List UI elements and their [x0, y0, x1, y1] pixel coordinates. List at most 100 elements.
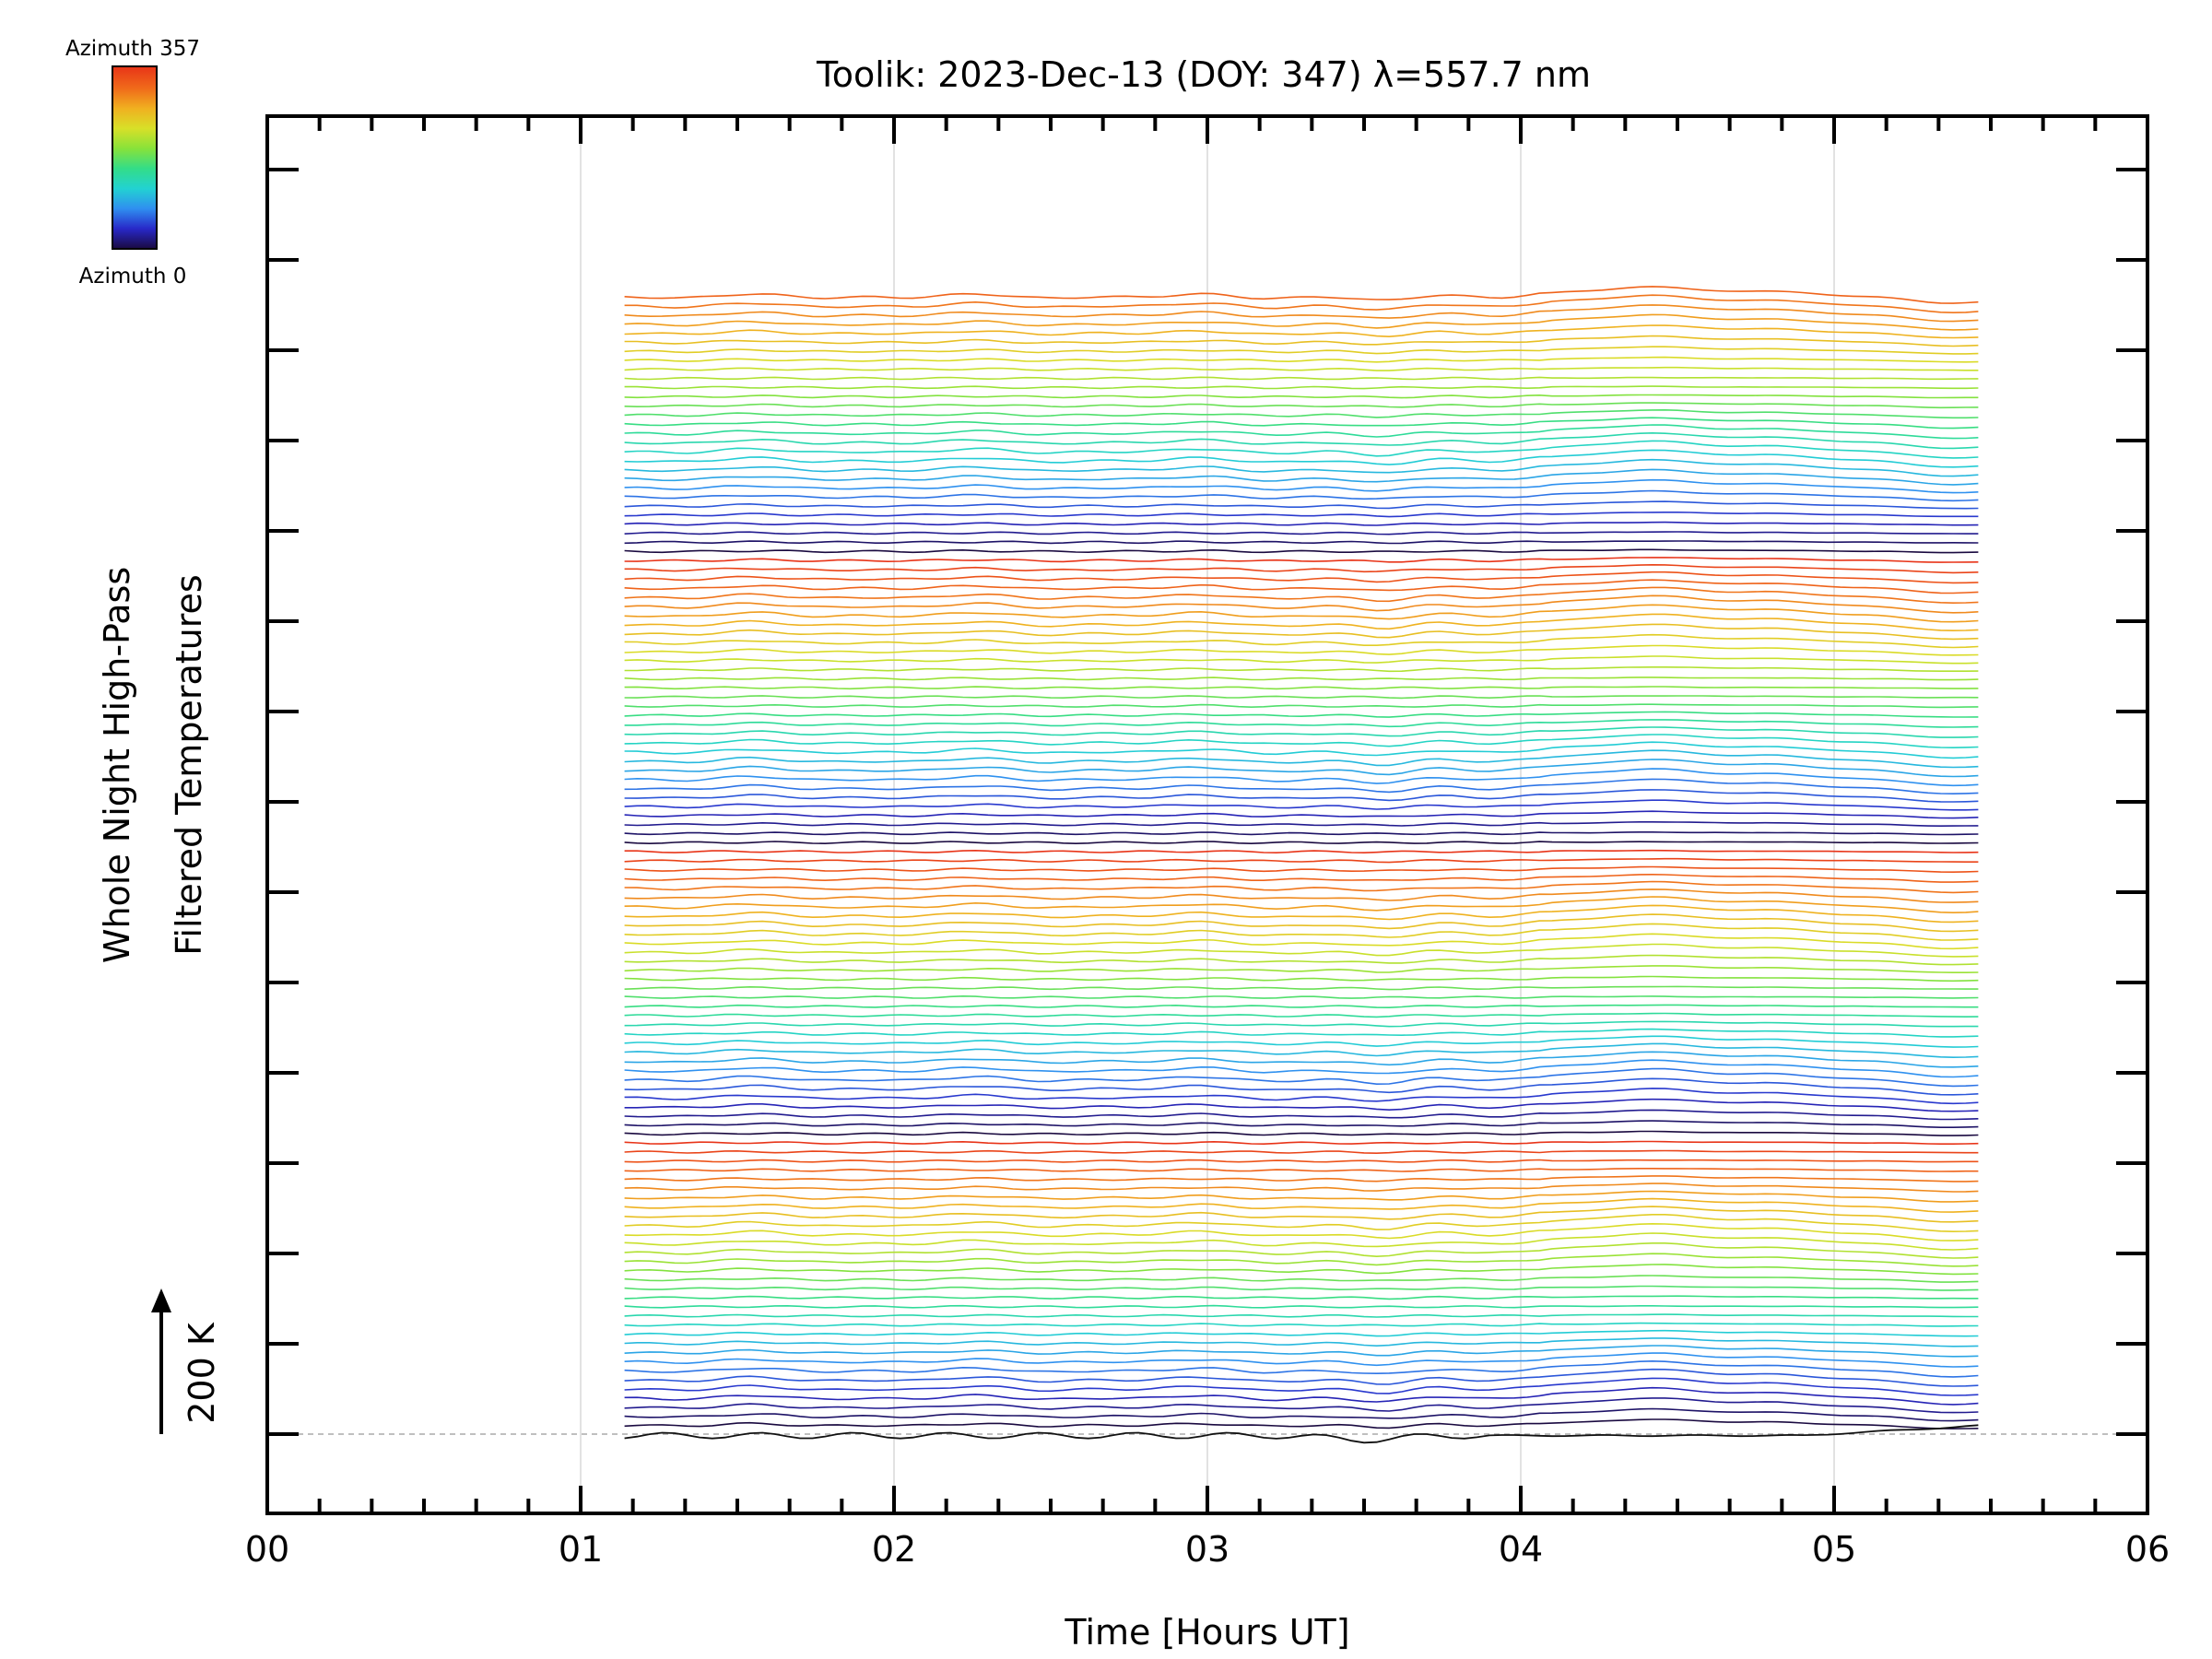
trace-line	[624, 1242, 1979, 1259]
trace-line	[624, 741, 1979, 759]
trace-line	[624, 759, 1979, 778]
trace-line	[624, 719, 1979, 728]
trace-line	[624, 975, 1979, 982]
trace-line	[624, 1012, 1979, 1018]
trace-line	[624, 458, 1979, 477]
trace-line	[624, 304, 1979, 323]
trace-line	[624, 424, 1979, 440]
trace-line	[624, 1253, 1979, 1267]
trace-line	[624, 1004, 1979, 1009]
trace-line	[624, 1149, 1979, 1155]
trace-line	[624, 888, 1979, 903]
trace-line	[624, 1206, 1979, 1223]
trace-line	[624, 286, 1979, 304]
trace-line	[624, 734, 1979, 749]
trace-line	[624, 1264, 1979, 1276]
trace-line	[624, 313, 1979, 331]
trace-line	[624, 686, 1979, 690]
trace-line	[624, 1214, 1979, 1233]
trace-line	[624, 512, 1979, 518]
trace-line	[624, 655, 1979, 665]
trace-line	[624, 346, 1979, 355]
trace-line	[624, 703, 1979, 709]
trace-line	[624, 1397, 1979, 1414]
trace-line	[624, 1313, 1979, 1318]
trace-line	[624, 677, 1979, 681]
trace-line	[624, 1020, 1979, 1028]
trace-line	[624, 644, 1979, 656]
trace-line	[624, 563, 1979, 574]
colorbar-legend: Azimuth 357 Azimuth 0	[65, 37, 200, 288]
trace-line	[624, 1140, 1979, 1146]
y-axis-label-line2: Filtered Temperatures	[169, 574, 209, 955]
trace-line	[624, 594, 1979, 614]
trace-line	[624, 880, 1979, 894]
trace-line	[624, 500, 1979, 510]
trace-line	[624, 521, 1979, 526]
trace-line	[624, 1168, 1979, 1172]
trace-line	[624, 1329, 1979, 1337]
trace-line	[624, 695, 1979, 700]
trace-line	[624, 324, 1979, 339]
x-tick-label: 01	[559, 1529, 603, 1570]
trace-line	[624, 1159, 1979, 1163]
plot-area	[265, 114, 2149, 1515]
trace-line	[624, 768, 1979, 787]
trace-line	[624, 294, 1979, 314]
trace-line	[624, 408, 1979, 419]
trace-line	[624, 994, 1979, 999]
trace-line	[624, 571, 1979, 584]
trace-line	[624, 468, 1979, 486]
trace-line	[624, 385, 1979, 390]
trace-line	[624, 557, 1979, 563]
chart-title: Toolik: 2023-Dec-13 (DOY: 347) λ=557.7 n…	[816, 54, 1591, 95]
trace-line	[624, 394, 1979, 399]
trace-line	[624, 810, 1979, 819]
trace-line	[624, 356, 1979, 363]
trace-line	[624, 540, 1979, 545]
trace-line	[624, 1120, 1979, 1128]
trace-line	[624, 586, 1979, 605]
trace-line	[624, 604, 1979, 623]
x-tick-label: 04	[1499, 1529, 1543, 1570]
x-tick-label: 05	[1812, 1529, 1856, 1570]
x-tick-label: 02	[872, 1529, 916, 1570]
trace-line	[624, 1088, 1979, 1105]
trace-line	[624, 789, 1979, 803]
trace-line	[624, 613, 1979, 632]
scale-label: 200 K	[182, 1322, 222, 1424]
scale-indicator: 200 K	[151, 1288, 222, 1434]
trace-line	[624, 1418, 1979, 1430]
trace-line	[624, 1197, 1979, 1213]
trace-line	[624, 1304, 1979, 1309]
trace-line	[624, 1067, 1979, 1088]
trace-line	[624, 531, 1979, 535]
trace-line	[624, 913, 1979, 933]
trace-line	[624, 431, 1979, 450]
trace-line	[624, 954, 1979, 966]
trace-line	[624, 1042, 1979, 1059]
trace-line	[624, 849, 1979, 854]
trace-line	[624, 449, 1979, 468]
x-axis: 00 01 02 03 04 05 06 Time [Hours UT]	[245, 1529, 2170, 1653]
trace-line	[624, 1345, 1979, 1358]
trace-line	[624, 1275, 1979, 1283]
trace-line	[624, 821, 1979, 828]
trace-line	[624, 896, 1979, 914]
trace-line	[624, 726, 1979, 738]
reference-trace	[624, 1424, 1979, 1444]
x-axis-label: Time [Hours UT]	[1064, 1612, 1349, 1653]
axis-ticks	[265, 116, 2149, 1513]
trace-line	[624, 799, 1979, 811]
trace-line	[624, 965, 1979, 973]
trace-line	[624, 489, 1979, 502]
x-tick-label: 06	[2125, 1529, 2170, 1570]
trace-line	[624, 711, 1979, 718]
trace-line	[624, 904, 1979, 924]
trace-line	[624, 1059, 1979, 1078]
trace-line	[624, 1051, 1979, 1068]
y-axis-label-group: Whole Night High-Pass Filtered Temperatu…	[97, 567, 209, 963]
trace-line	[624, 478, 1979, 494]
trace-line	[624, 1035, 1979, 1048]
trace-line	[624, 548, 1979, 554]
